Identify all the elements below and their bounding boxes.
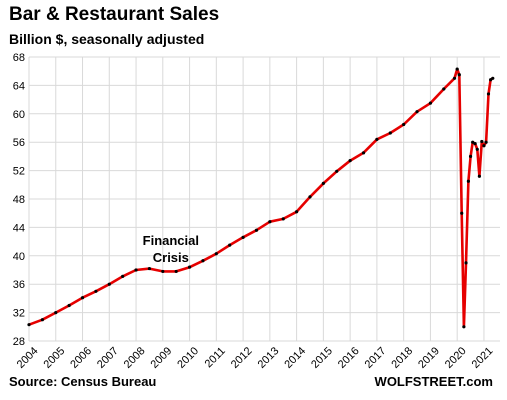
data-point xyxy=(477,174,481,178)
data-point xyxy=(121,274,125,278)
y-tick-label: 56 xyxy=(13,137,25,149)
source-note: Source: Census Bureau xyxy=(9,374,157,389)
data-point xyxy=(147,266,152,271)
data-point xyxy=(241,235,245,239)
x-tick-label: 2018 xyxy=(389,345,415,371)
x-tick-label: 2004 xyxy=(15,345,41,371)
data-point xyxy=(457,73,461,77)
x-tick-label: 2009 xyxy=(149,345,175,371)
data-point xyxy=(462,325,466,329)
data-point xyxy=(228,243,232,247)
y-tick-label: 64 xyxy=(13,80,25,92)
data-point xyxy=(452,76,457,80)
grid-layer xyxy=(28,56,500,342)
data-point xyxy=(455,67,459,71)
data-point xyxy=(80,296,85,300)
data-point xyxy=(254,228,259,232)
data-point xyxy=(201,259,205,263)
data-point xyxy=(482,144,486,148)
data-point xyxy=(161,269,165,274)
x-tick-label: 2017 xyxy=(363,345,389,371)
y-tick-label: 32 xyxy=(13,308,25,320)
x-tick-label: 2010 xyxy=(175,345,201,371)
data-point xyxy=(388,131,392,135)
x-tick-label: 2007 xyxy=(95,345,121,371)
brand-label: WOLFSTREET.com xyxy=(374,374,493,389)
data-point xyxy=(415,110,419,114)
data-point xyxy=(484,140,488,144)
x-tick-label: 2011 xyxy=(203,345,228,370)
y-tick-label: 60 xyxy=(13,109,25,121)
data-point xyxy=(67,303,71,308)
data-point xyxy=(475,147,479,151)
data-point xyxy=(134,268,138,272)
annotation-text: Financial xyxy=(143,233,199,248)
data-point xyxy=(295,210,299,214)
data-point xyxy=(27,323,31,327)
x-tick-label: 2016 xyxy=(336,345,362,371)
annotation-layer: Financial Crisis xyxy=(143,233,199,265)
series-line xyxy=(27,67,495,329)
y-tick-label: 48 xyxy=(13,194,25,206)
x-tick-label: 2013 xyxy=(256,345,282,371)
data-point xyxy=(321,181,325,185)
series-line-layer xyxy=(27,67,495,329)
data-point xyxy=(214,252,218,256)
data-point xyxy=(464,261,468,265)
data-point xyxy=(187,265,192,269)
series-points-layer xyxy=(27,67,495,329)
annotation-text: Crisis xyxy=(153,250,189,265)
y-tick-label: 40 xyxy=(13,251,25,263)
data-point xyxy=(348,159,352,163)
x-tick-label: 2019 xyxy=(416,345,442,371)
x-tick-label: 2006 xyxy=(68,345,94,371)
x-tick-label: 2020 xyxy=(443,345,469,371)
data-point xyxy=(466,179,471,183)
x-tick-label: 2015 xyxy=(309,345,335,371)
x-axis-ticks: 2004 2005 2006 2007 2008 2009 2010 2011 2012 2013… xyxy=(15,345,496,371)
data-point xyxy=(107,282,111,286)
y-tick-label: 36 xyxy=(13,279,25,291)
data-point xyxy=(491,76,495,80)
y-axis-ticks: 28 32 36 40 44 48 52 56 60 64 68 xyxy=(13,52,25,348)
x-tick-label: 2005 xyxy=(42,345,68,371)
data-point xyxy=(375,137,379,141)
data-point xyxy=(486,92,491,96)
data-point xyxy=(174,269,178,274)
data-point xyxy=(335,169,339,173)
x-tick-label: 2021 xyxy=(470,345,496,371)
data-point xyxy=(468,154,473,158)
data-point xyxy=(268,220,272,224)
data-point xyxy=(473,142,477,146)
data-point xyxy=(480,139,484,144)
data-point xyxy=(471,140,475,144)
x-tick-label: 2008 xyxy=(122,345,148,371)
data-point xyxy=(442,87,446,91)
y-tick-label: 52 xyxy=(13,166,25,178)
x-tick-label: 2012 xyxy=(229,345,255,371)
data-point xyxy=(361,151,366,155)
chart-title: Bar & Restaurant Sales xyxy=(9,4,220,25)
data-point xyxy=(402,122,406,127)
data-point xyxy=(460,211,464,215)
data-point xyxy=(281,217,285,221)
x-tick-label: 2014 xyxy=(282,345,308,371)
data-point xyxy=(54,311,58,315)
y-tick-label: 68 xyxy=(13,52,25,64)
y-tick-label: 44 xyxy=(13,222,25,234)
y-tick-label: 28 xyxy=(13,336,25,348)
data-point xyxy=(308,195,312,199)
data-point xyxy=(94,289,98,293)
data-point xyxy=(40,318,44,322)
data-point xyxy=(428,101,433,105)
chart-subtitle: Billion $, seasonally adjusted xyxy=(9,31,205,47)
